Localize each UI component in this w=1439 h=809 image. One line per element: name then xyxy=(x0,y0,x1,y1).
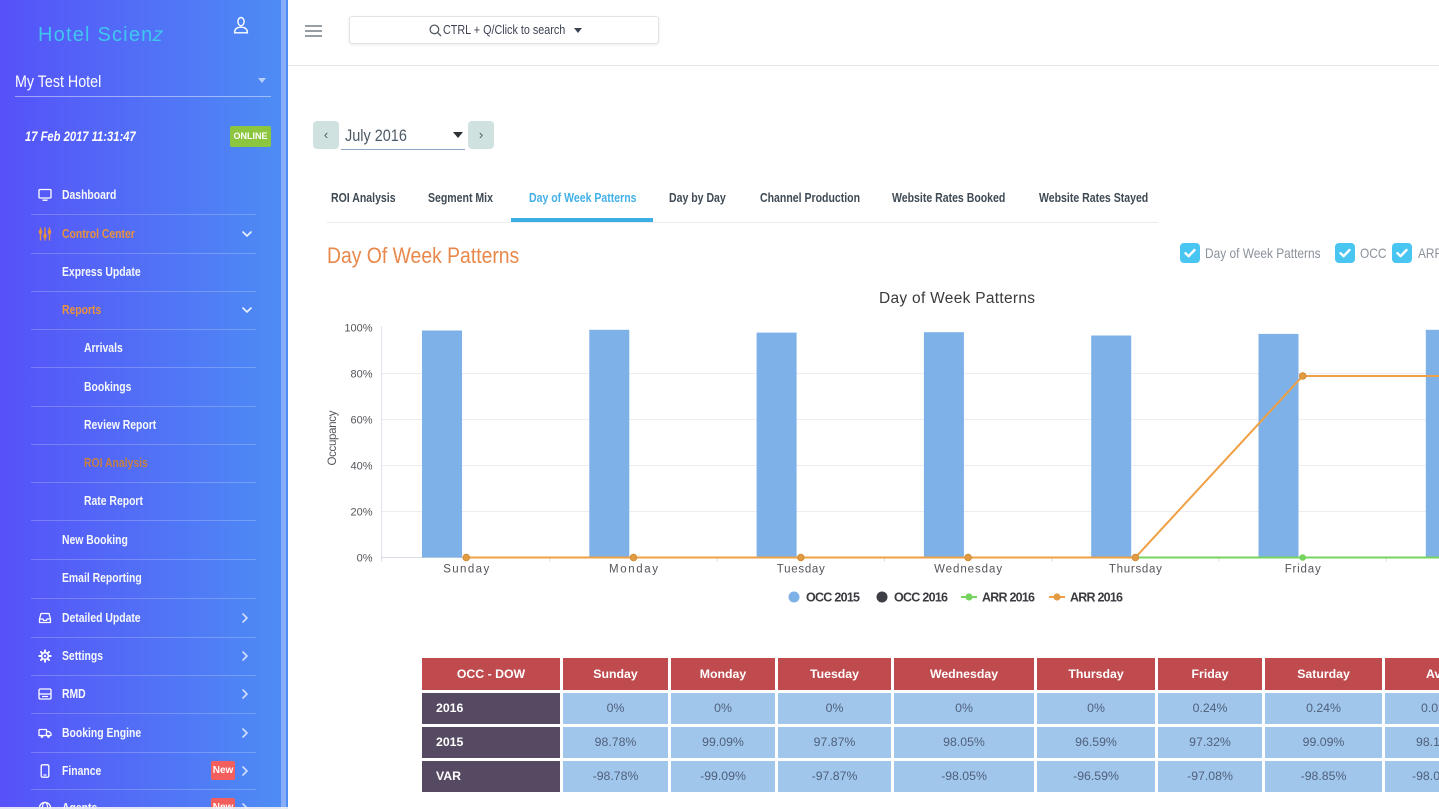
svg-text:OCC 2015: OCC 2015 xyxy=(806,591,860,605)
svg-text:Wednesday: Wednesday xyxy=(934,564,1002,576)
svg-text:ARR 2016: ARR 2016 xyxy=(1070,591,1123,605)
svg-text:Tuesday: Tuesday xyxy=(777,564,825,576)
svg-text:OCC 2016: OCC 2016 xyxy=(894,591,948,605)
svg-text:100%: 100% xyxy=(344,322,372,334)
svg-text:ARR 2016: ARR 2016 xyxy=(982,591,1035,605)
svg-text:0%: 0% xyxy=(357,552,373,564)
svg-text:40%: 40% xyxy=(350,460,372,472)
svg-text:Occupancy: Occupancy xyxy=(327,410,339,465)
svg-text:80%: 80% xyxy=(350,368,372,380)
svg-text:Friday: Friday xyxy=(1285,564,1321,576)
svg-text:Sunday: Sunday xyxy=(443,564,489,576)
svg-text:Day of Week Patterns: Day of Week Patterns xyxy=(879,290,1035,307)
svg-text:Monday: Monday xyxy=(609,564,658,576)
svg-text:60%: 60% xyxy=(350,414,372,426)
svg-text:Thursday: Thursday xyxy=(1109,564,1162,576)
svg-text:20%: 20% xyxy=(350,506,372,518)
